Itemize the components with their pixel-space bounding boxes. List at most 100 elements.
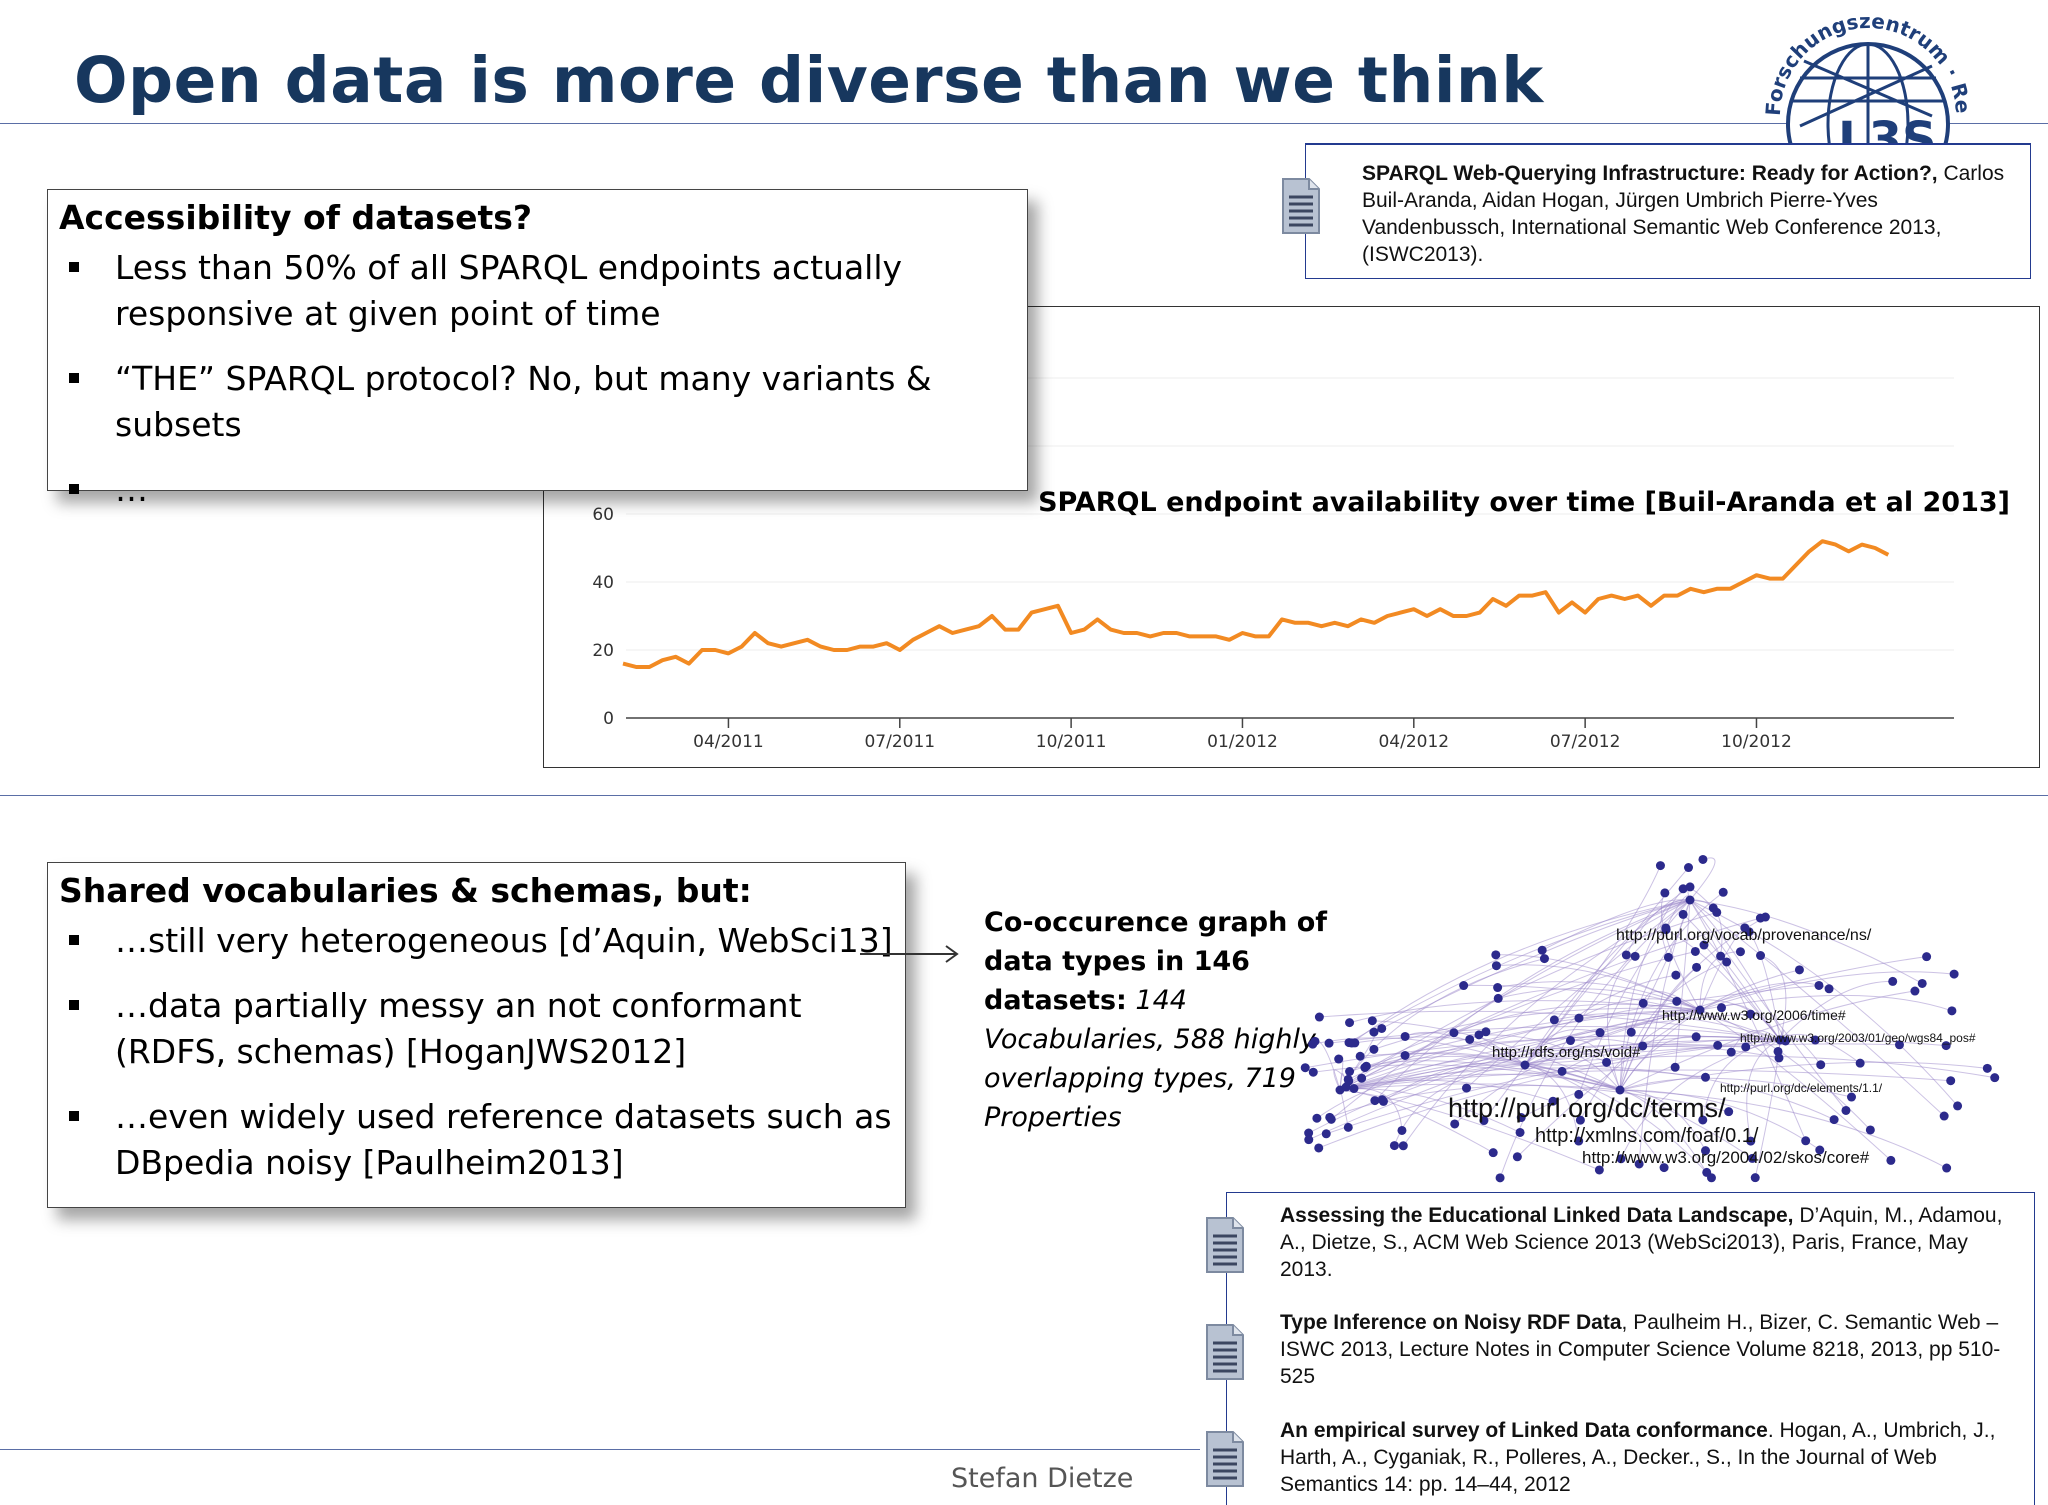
graph-edge xyxy=(1524,956,1927,1066)
graph-node xyxy=(1690,946,1700,956)
graph-node xyxy=(1616,1154,1626,1164)
graph-node xyxy=(1824,984,1834,994)
graph-node xyxy=(1615,1085,1625,1095)
graph-node xyxy=(1942,1163,1952,1173)
graph-node xyxy=(1355,1051,1365,1061)
graph-node xyxy=(1397,1125,1407,1135)
graph-node xyxy=(1575,1115,1585,1125)
graph-edge xyxy=(1374,899,1691,1101)
graph-caption: Co-occurence graph of data types in 146 … xyxy=(984,907,1328,1133)
graph-edge xyxy=(1349,1009,1701,1072)
graph-node xyxy=(1660,888,1670,898)
availability-series-line xyxy=(622,539,1890,669)
graph-node xyxy=(1574,1136,1584,1146)
graph-node xyxy=(1369,1027,1379,1037)
graph-node xyxy=(1724,1107,1734,1117)
graph-node xyxy=(1816,1060,1826,1070)
graph-node xyxy=(1663,952,1673,962)
accessibility-heading: Accessibility of datasets? xyxy=(59,198,533,237)
graph-edge xyxy=(1339,1043,1900,1091)
graph-node xyxy=(1691,1032,1701,1042)
graph-label: http://rdfs.org/ns/void# xyxy=(1492,1044,1641,1061)
graph-node xyxy=(1946,1076,1956,1086)
graph-node xyxy=(1304,1128,1314,1138)
graph-edge xyxy=(1372,1020,1621,1091)
graph-edge xyxy=(1382,1009,1701,1101)
document-icon xyxy=(1206,1217,1244,1273)
graph-node xyxy=(1810,1035,1820,1045)
graph-node xyxy=(1698,854,1708,864)
graph-node xyxy=(1708,903,1718,913)
graph-node xyxy=(1684,863,1694,873)
graph-edge xyxy=(1619,888,1684,1091)
graph-node xyxy=(1516,1113,1526,1123)
graph-edge xyxy=(1541,899,1691,951)
reference-top: SPARQL Web-Querying Infrastructure: Read… xyxy=(1362,162,2005,266)
graph-node xyxy=(1314,1143,1324,1153)
list-item: “THE” SPARQL protocol? No, but many vari… xyxy=(59,356,1017,448)
graph-label: http://www.w3.org/2006/time# xyxy=(1662,1007,1846,1023)
graph-node xyxy=(1321,1129,1331,1139)
graph-node xyxy=(1349,1084,1359,1094)
graph-node xyxy=(1334,1054,1344,1064)
graph-node xyxy=(1699,940,1709,950)
graph-node xyxy=(1747,1153,1757,1163)
graph-node xyxy=(1855,1058,1865,1068)
graph-node xyxy=(1549,1015,1559,1025)
graph-node xyxy=(1369,1044,1379,1054)
graph-node xyxy=(1515,1127,1525,1137)
graph-node xyxy=(1462,1083,1472,1093)
graph-node xyxy=(1602,1057,1612,1067)
graph-node xyxy=(1377,1023,1387,1033)
graph-node xyxy=(1574,1013,1584,1023)
graph-label: http://purl.org/dc/elements/1.1/ xyxy=(1720,1081,1883,1095)
graph-node xyxy=(1325,1112,1335,1122)
graph-node xyxy=(1692,962,1702,972)
graph-node xyxy=(1335,1085,1345,1095)
graph-node xyxy=(1659,1163,1669,1173)
list-item: …data partially messy an not conformant … xyxy=(59,983,895,1075)
graph-node xyxy=(1941,1041,1951,1051)
graph-edge xyxy=(1524,1038,1643,1066)
reference-top-box xyxy=(1305,143,2031,279)
graph-edge xyxy=(1689,899,1807,1141)
graph-label: http://purl.org/dc/terms/ xyxy=(1448,1093,1726,1123)
graph-edge xyxy=(1699,1009,1892,1161)
graph-label: http://www.w3.org/2003/01/geo/wgs84_pos# xyxy=(1740,1031,1976,1045)
graph-node xyxy=(1304,1135,1314,1145)
footer-author: Stefan Dietze xyxy=(951,1463,1134,1494)
graph-edge xyxy=(1703,944,1781,1041)
institute-logo: Forschungszentrum · Resear L3S xyxy=(1760,6,1970,144)
graph-node xyxy=(1922,952,1932,962)
graph-node xyxy=(1939,1111,1949,1121)
graph-node xyxy=(1594,1165,1604,1175)
footer-divider xyxy=(0,1449,1200,1450)
graph-node xyxy=(1630,951,1640,961)
graph-edge xyxy=(1524,974,1676,1066)
x-tick-label: 04/2012 xyxy=(1378,732,1449,752)
graph-node xyxy=(1846,1092,1856,1102)
graph-node xyxy=(1491,961,1501,971)
graph-node xyxy=(1726,1047,1736,1057)
graph-edge xyxy=(1607,955,1636,1091)
graph-node xyxy=(1678,884,1688,894)
graph-node xyxy=(1361,1061,1371,1071)
reference-item: Assessing the Educational Linked Data La… xyxy=(1280,1204,2003,1281)
graph-node xyxy=(1672,996,1682,1006)
graph-edge xyxy=(1699,971,1955,1011)
graph-edge xyxy=(1329,1085,1621,1118)
graph-node xyxy=(1493,983,1503,993)
graph-node xyxy=(1459,981,1469,991)
graph-edge xyxy=(1699,951,1741,1011)
document-icon xyxy=(1282,178,1320,234)
title-divider xyxy=(0,123,2048,124)
graph-edge xyxy=(1339,950,1696,1091)
graph-node xyxy=(1947,1006,1957,1016)
graph-edge xyxy=(1689,857,1716,901)
reference-item: An empirical survey of Linked Data confo… xyxy=(1280,1419,1996,1496)
graph-edge xyxy=(1517,1009,1701,1158)
x-tick-label: 10/2012 xyxy=(1721,732,1792,752)
graph-node xyxy=(1626,1027,1636,1037)
accessibility-box: Accessibility of datasets? Less than 50%… xyxy=(47,189,1028,509)
graph-node xyxy=(1400,1050,1410,1060)
